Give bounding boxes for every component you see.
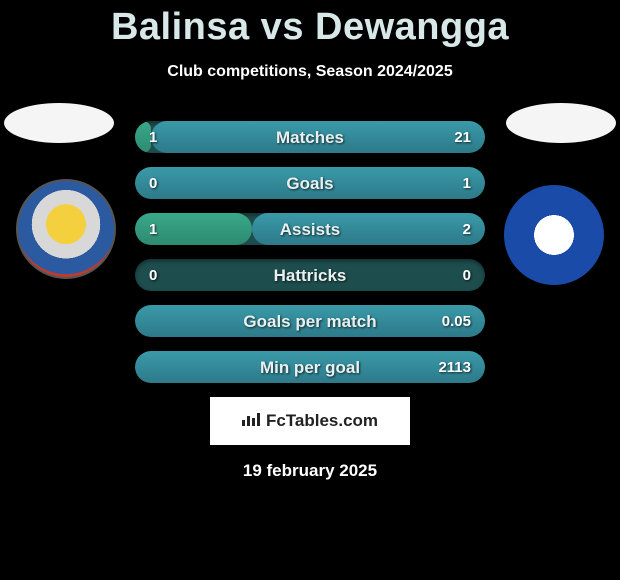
- team-badge-left: [16, 179, 116, 279]
- stat-label: Matches: [135, 121, 485, 153]
- team-badge-right: [504, 185, 604, 285]
- player-silhouette-right: [506, 103, 616, 143]
- chart-icon: [242, 412, 260, 431]
- stat-label: Min per goal: [135, 351, 485, 383]
- stat-value-right: 0: [463, 259, 471, 291]
- stat-bars-container: 1Matches210Goals11Assists20Hattricks0Goa…: [135, 121, 485, 383]
- stat-bar-row: Goals per match0.05: [135, 305, 485, 337]
- brand-text: FcTables.com: [266, 411, 378, 431]
- stat-bar-row: 0Hattricks0: [135, 259, 485, 291]
- brand-footer: FcTables.com: [210, 397, 410, 445]
- stat-bar-row: Min per goal2113: [135, 351, 485, 383]
- stat-value-right: 2: [463, 213, 471, 245]
- stats-area: 1Matches210Goals11Assists20Hattricks0Goa…: [0, 121, 620, 383]
- stat-label: Goals: [135, 167, 485, 199]
- stat-bar-row: 1Matches21: [135, 121, 485, 153]
- stat-bar-row: 1Assists2: [135, 213, 485, 245]
- stat-label: Hattricks: [135, 259, 485, 291]
- page-subtitle: Club competitions, Season 2024/2025: [0, 63, 620, 81]
- player-silhouette-left: [4, 103, 114, 143]
- stat-value-right: 1: [463, 167, 471, 199]
- footer-date: 19 february 2025: [0, 461, 620, 481]
- stat-value-right: 21: [454, 121, 471, 153]
- stat-label: Assists: [135, 213, 485, 245]
- stat-bar-row: 0Goals1: [135, 167, 485, 199]
- stat-label: Goals per match: [135, 305, 485, 337]
- stat-value-right: 2113: [438, 351, 471, 383]
- page-title: Balinsa vs Dewangga: [0, 0, 620, 49]
- stat-value-right: 0.05: [442, 305, 471, 337]
